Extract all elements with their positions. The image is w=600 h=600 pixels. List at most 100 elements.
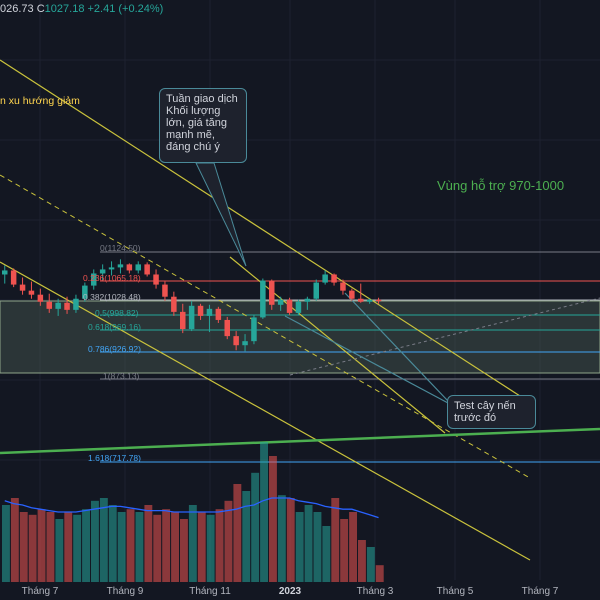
volume-bar [55,519,64,582]
candle-body[interactable] [55,302,61,309]
candle-body[interactable] [366,299,373,302]
volume-bar [64,512,73,582]
candle-body[interactable] [19,284,26,291]
volume-bar [180,519,188,582]
candle-body[interactable] [313,282,320,299]
volume-bar [171,512,179,582]
candle-body[interactable] [242,341,248,346]
candle-body[interactable] [322,274,328,283]
x-tick-2023: 2023 [278,586,302,597]
volume-bar [2,505,10,582]
open-partial: 026.73 [0,3,34,15]
candle-body[interactable] [349,290,355,299]
candle-body[interactable] [82,285,88,299]
candle-body[interactable] [304,298,311,302]
ohlc-legend: 026.73 C1027.18 +2.41 (+0.24%) [0,3,163,15]
retest-callout[interactable]: Test cây nến trước đó [447,395,536,429]
candle-body[interactable] [215,308,222,320]
candle-body[interactable] [126,264,133,271]
candle-body[interactable] [358,298,364,302]
volume-bar [162,509,171,582]
volume-bar [135,512,144,582]
fib-label-0382: 0.382(1028.48) [83,292,141,302]
x-tick-thang-11: Tháng 11 [189,586,231,597]
volume-bar [144,505,153,582]
close-label: C [36,3,45,15]
volume-bar [126,509,135,582]
volume-bar [340,519,349,582]
volume-bar [91,500,99,582]
volume-bar [197,512,206,582]
candle-body[interactable] [286,299,293,313]
volume-callout[interactable]: Tuần giao dịch Khối lượng lớn, giá tăng … [159,88,247,163]
x-tick-thang-7: Tháng 7 [21,586,59,597]
channel-mid [0,174,531,479]
candle-body[interactable] [188,305,195,330]
fib-label-1: 1(873.13) [103,371,140,381]
fib-label-05: 0.5(998.82) [95,308,139,318]
candle-body[interactable] [162,284,168,297]
candle-body[interactable] [375,299,382,302]
candle-body[interactable] [144,264,150,275]
candle-body[interactable] [197,305,204,316]
volume-bar [286,498,295,582]
candle-body[interactable] [277,299,284,305]
candle-body[interactable] [233,336,239,346]
volume-bar [108,505,117,582]
x-tick-thang-3: Tháng 3 [356,586,394,597]
candle-body[interactable] [10,270,17,285]
long-term-support-line [0,427,600,455]
volume-bar [233,484,242,582]
fib-label-0618: 0.618(969.16) [88,322,141,332]
volume-bar [82,509,90,582]
volume-bar [366,547,375,582]
candles [2,259,382,352]
candle-body[interactable] [295,301,302,313]
channel-inner [229,256,446,434]
volume-bar [37,509,46,582]
candle-body[interactable] [64,302,70,310]
volume-bar [19,512,28,582]
candle-body[interactable] [117,264,124,268]
grid [0,0,600,580]
volume-bar [260,442,268,582]
volume-bar [28,514,37,582]
projection-line [289,297,600,376]
candle-body[interactable] [340,282,346,291]
volume-bar [358,540,366,582]
x-tick-thang-5: Tháng 5 [436,586,474,597]
candle-body[interactable] [171,296,177,312]
candle-body[interactable] [224,319,231,337]
candle-body[interactable] [269,280,275,305]
change-value: +2.41 (+0.24%) [87,3,164,15]
volume-bar [313,512,322,582]
candle-body[interactable] [153,274,159,285]
candle-body[interactable] [260,280,266,318]
candle-body[interactable] [331,274,337,283]
candle-body[interactable] [46,301,53,309]
volume-bar [206,514,215,582]
candle-body[interactable] [2,270,8,275]
channel-lower [0,261,531,561]
x-tick-thang-7-2023: Tháng 7 [521,586,559,597]
fib-label-0786: 0.786(926.92) [88,344,141,354]
callout-2-pointer-b [344,292,449,402]
volume-bar [242,491,251,582]
candle-body[interactable] [251,317,257,342]
candle-body[interactable] [135,264,142,271]
volume-bar [331,498,340,582]
volume-bar [349,512,357,582]
candle-body[interactable] [206,308,213,316]
volume-bar [215,509,224,582]
candle-body[interactable] [73,298,79,310]
candle-body[interactable] [108,267,115,270]
candle-body[interactable] [28,290,35,295]
candle-body[interactable] [37,294,44,302]
volume-bar [46,512,55,582]
support-zone[interactable] [0,300,600,374]
candle-body[interactable] [99,269,106,274]
candle-body[interactable] [180,311,186,330]
candle-body[interactable] [91,273,97,286]
